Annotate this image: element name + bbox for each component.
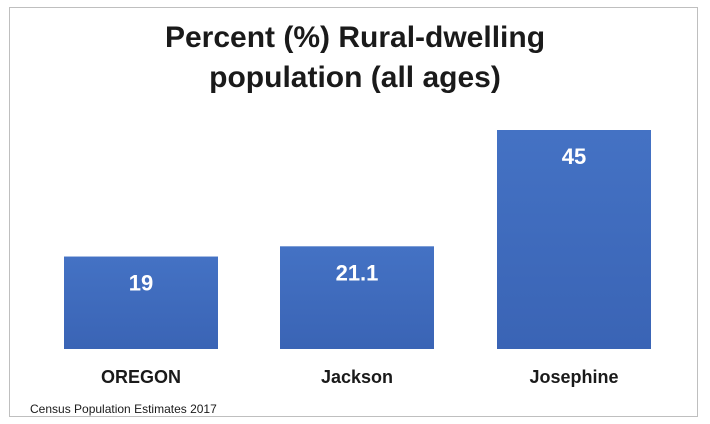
labels-layer: 19 OREGON 21.1 Jackson 45 Josephine [101,144,619,387]
chart-title: Percent (%) Rural-dwelling population (a… [0,18,710,98]
category-label-jackson: Jackson [321,367,393,387]
data-label-oregon: 19 [129,271,153,296]
bars-layer [64,130,651,349]
chart-title-line-2: population (all ages) [209,61,501,94]
data-label-jackson: 21.1 [336,260,379,285]
bar-josephine [497,130,651,349]
category-label-oregon: OREGON [101,367,181,387]
bar-oregon [64,256,218,349]
bar-jackson [280,246,434,349]
chart-title-line-1: Percent (%) Rural-dwelling [164,21,546,54]
source-note: Census Population Estimates 2017 [30,402,217,416]
data-label-josephine: 45 [562,144,586,169]
category-label-josephine: Josephine [529,367,618,387]
